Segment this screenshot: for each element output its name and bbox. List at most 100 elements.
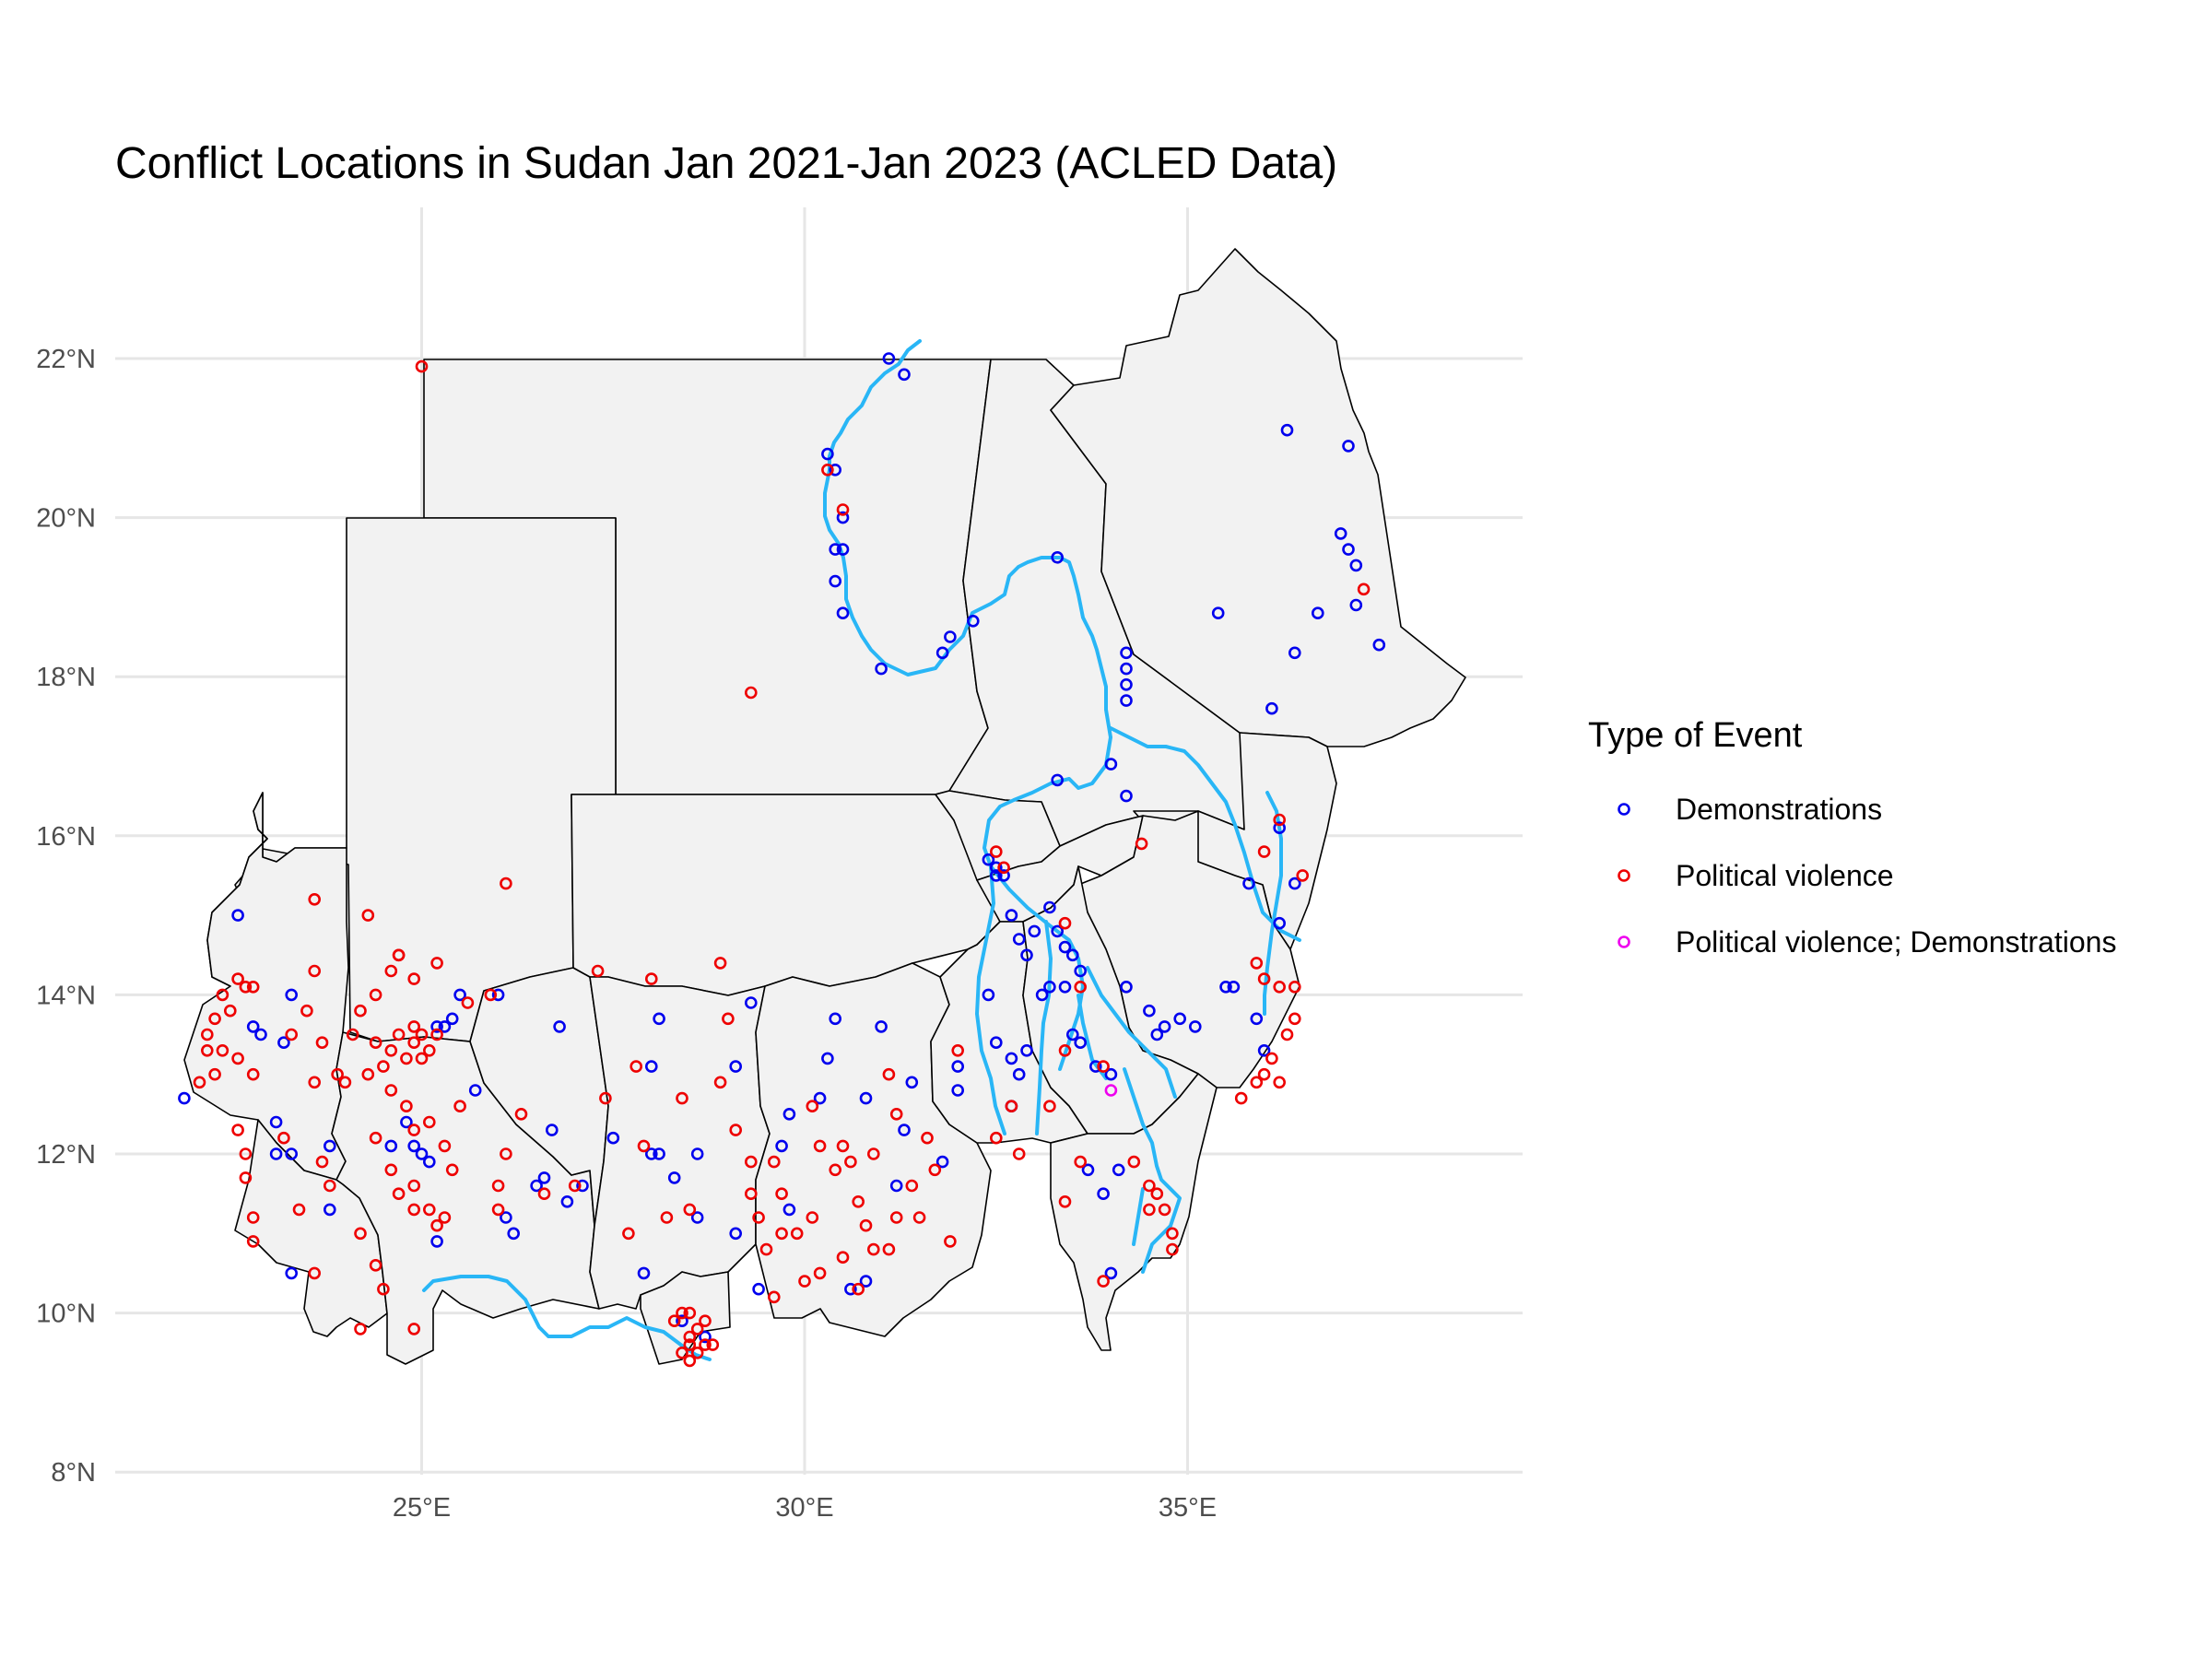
point-political-violence [676,1347,688,1359]
point-political-violence [889,1108,903,1121]
point-demonstrations [254,1028,267,1041]
point-political-violence [591,964,605,978]
point-political-violence [806,1211,819,1224]
point-demonstrations [951,1060,964,1073]
point-demonstrations [829,463,842,477]
point-demonstrations [875,662,888,676]
point-political-violence [315,1036,329,1049]
point-demonstrations [653,1012,665,1026]
point-political-violence [246,981,260,994]
point-political-violence [1166,1242,1179,1256]
point-political-violence [461,996,475,1009]
point-demonstrations [468,1084,482,1097]
point-demonstrations [844,1282,857,1296]
point-political-violence [667,1314,681,1327]
point-political-violence [1257,845,1271,858]
point-political-violence [568,1179,582,1193]
point-demonstrations [775,1139,788,1153]
point-demonstrations [644,1060,658,1073]
axis-tick-labels: 25°E 30°E 35°E 8°N 10°N 12°N 14°N 16°N 18°N 20°N 2… [36,345,1217,1523]
point-political-violence [415,359,429,373]
point-demonstrations [1005,1052,1018,1065]
point-demonstrations [653,1147,665,1160]
point-political-violence [1273,981,1286,994]
legend-key [1618,935,1630,948]
point-demonstrations [285,1266,299,1280]
point-political-violence [392,1187,406,1200]
point-political-violence [407,972,421,985]
point-demonstrations [982,853,995,866]
point-political-violence [400,1100,413,1112]
point-demonstrations [882,352,896,365]
point-political-violence [453,1100,466,1112]
point-demonstrations [277,1036,290,1049]
point-demonstrations [821,1052,834,1065]
point-political-violence [1150,1187,1164,1200]
point-political-violence [1250,1076,1264,1089]
river-nile [823,339,1112,868]
point-political-violence [369,1131,382,1145]
point-demonstrations [1120,646,1133,660]
point-political-violence [1296,869,1309,882]
point-political-violence [407,1036,421,1049]
point-political-violence [629,1060,643,1073]
point-political-violence [806,1100,819,1112]
point-political-violence [285,1028,299,1041]
point-political-violence [713,957,727,970]
point-political-violence [308,1076,322,1089]
point-demonstrations [836,543,850,556]
point-political-violence [676,1306,688,1320]
point-demonstrations [1074,964,1087,978]
point-political-violence [706,1338,720,1351]
point-demonstrations [1312,606,1324,620]
point-political-violence [859,1218,873,1232]
point-demonstrations [323,1203,336,1217]
y-tick-label: 12°N [36,1140,96,1170]
point-political-violence [722,1012,735,1026]
point-political-violence [1158,1203,1171,1217]
point-demonstrations [1058,981,1072,994]
legend-key [1618,803,1630,816]
point-political-violence [1250,957,1264,970]
point-political-violence [1074,981,1087,994]
point-demonstrations [1028,924,1041,938]
point-political-violence [384,1084,398,1097]
point-demonstrations [990,869,1003,882]
point-demonstrations [1081,1163,1095,1177]
point-political-violence [660,1211,674,1224]
point-demonstrations [1020,1044,1033,1057]
point-political-violence [384,1163,398,1177]
point-political-violence [315,1155,329,1169]
point-demonstrations [178,1091,191,1105]
point-political-violence [1288,981,1301,994]
point-political-violence [308,892,322,906]
point-political-violence [369,988,382,1002]
point-political-violence [246,1211,260,1224]
river-white-nile [975,865,1006,1135]
point-political-violence [882,1067,896,1081]
point-political-violence [491,1203,505,1217]
point-political-violence [798,1275,811,1288]
point-demonstrations [951,1084,964,1097]
state-blue-nile [1050,1073,1218,1351]
point-demonstrations [637,1266,651,1280]
point-political-violence [622,1227,635,1241]
point-political-violence [415,1052,429,1065]
point-political-violence [407,1020,421,1033]
point-political-violence [514,1108,528,1121]
point-political-violence [928,1163,942,1177]
point-demonstrations [1120,662,1133,676]
point-demonstrations [1349,559,1363,572]
point-political-violence [323,1179,336,1193]
y-tick-label: 10°N [36,1300,96,1329]
point-political-violence [246,1067,260,1081]
point-political-violence [1043,1100,1056,1112]
river-dinder [1086,966,1177,1099]
point-political-violence [775,1187,788,1200]
legend: Type of Event Demonstrations Political vi… [1588,716,2116,959]
point-political-violence [790,1227,804,1241]
point-political-violence-demonstrations [1104,1084,1118,1097]
point-political-violence [1257,972,1271,985]
point-political-violence [239,1171,253,1184]
point-demonstrations [384,1139,398,1153]
